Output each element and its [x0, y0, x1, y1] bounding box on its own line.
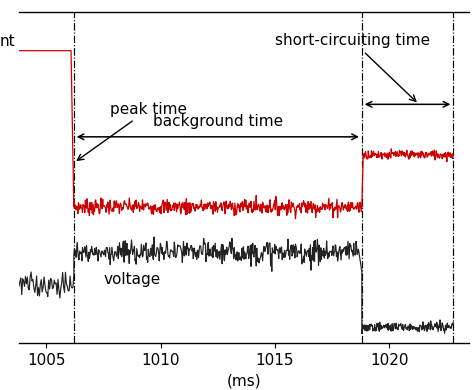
Text: voltage: voltage	[103, 272, 161, 287]
Text: nt: nt	[0, 34, 16, 50]
X-axis label: (ms): (ms)	[227, 374, 262, 388]
Text: peak time: peak time	[77, 102, 187, 160]
Text: background time: background time	[153, 114, 283, 129]
Text: short-circuiting time: short-circuiting time	[275, 34, 430, 101]
